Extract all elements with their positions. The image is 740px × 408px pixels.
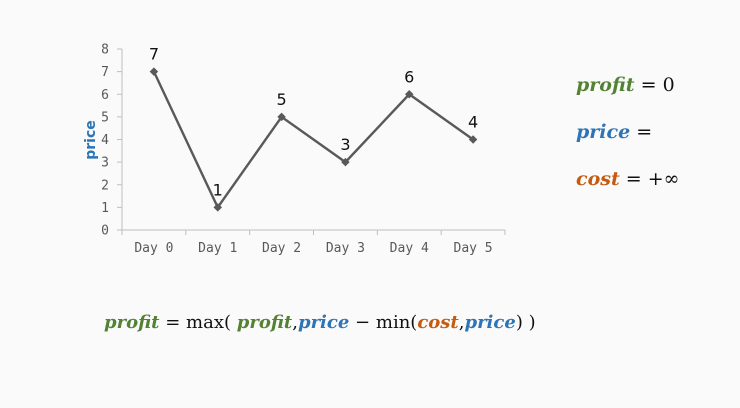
formula-close-max: ) [528,312,536,333]
profit-state: profit = 0 [576,74,675,96]
x-tick-label: Day 4 [390,241,429,256]
data-points [149,67,478,212]
formula-minus: − [355,312,371,333]
profit-var: profit [576,74,635,96]
y-tick-label: 3 [101,156,109,171]
y-tick-label: 0 [101,224,109,239]
price-var: price [576,121,631,143]
y-tick-label: 8 [101,43,109,58]
y-tick-label: 6 [101,88,109,103]
data-label: 6 [404,67,414,86]
data-label: 7 [149,45,159,64]
x-tick-label: Day 1 [198,241,237,256]
data-label: 1 [213,180,223,199]
cost-eq-sign: = [625,168,642,190]
cost-value: +∞ [647,168,680,190]
formula-price-arg-2: price [464,312,516,333]
x-tick-labels: Day 0 Day 1 Day 2 Day 3 Day 4 Day 5 [134,241,492,256]
profit-eq-sign: = [640,74,657,96]
formula-profit-arg: profit [236,312,293,333]
data-label: 3 [340,135,350,154]
formula-max: max( [186,312,232,333]
formula-comma-1: , [292,312,298,333]
chart-axes [117,48,506,235]
formula-cost-arg: cost [417,312,459,333]
cost-state: cost = +∞ [576,168,679,190]
data-label: 4 [468,113,478,132]
data-point [468,135,478,144]
x-tick-label: Day 5 [454,241,493,256]
data-point [149,67,159,76]
x-tick-label: Day 3 [326,241,365,256]
y-tick-label: 2 [101,178,109,193]
formula-comma-2: , [458,312,465,333]
update-formula: profit = max( profit,price − min(cost,pr… [104,312,536,333]
y-tick-label: 5 [101,110,109,125]
formula-eq-sign: = [165,312,181,333]
y-tick-label: 4 [101,133,109,148]
data-point [277,112,286,122]
y-tick-label: 7 [101,65,109,80]
data-point [213,203,222,212]
price-state: price = [576,121,652,143]
formula-close-min: ) [515,312,523,333]
y-tick-label: 1 [101,201,109,216]
cost-var: cost [576,168,620,190]
data-point [405,90,414,99]
price-eq-sign: = [636,121,653,143]
formula-profit-lhs: profit [104,312,160,333]
x-tick-label: Day 0 [134,241,173,256]
x-tick-label: Day 2 [262,241,301,256]
data-point [341,157,350,167]
profit-value: 0 [662,74,675,96]
data-labels: 7 1 5 3 6 4 [149,45,478,200]
formula-price-arg: price [297,312,350,333]
price-series-line [152,71,474,210]
y-axis-label: price [83,120,99,160]
formula-min: min( [375,312,418,333]
data-label: 5 [276,90,286,109]
y-tick-labels: 0 1 2 3 4 5 6 7 8 [101,43,109,239]
